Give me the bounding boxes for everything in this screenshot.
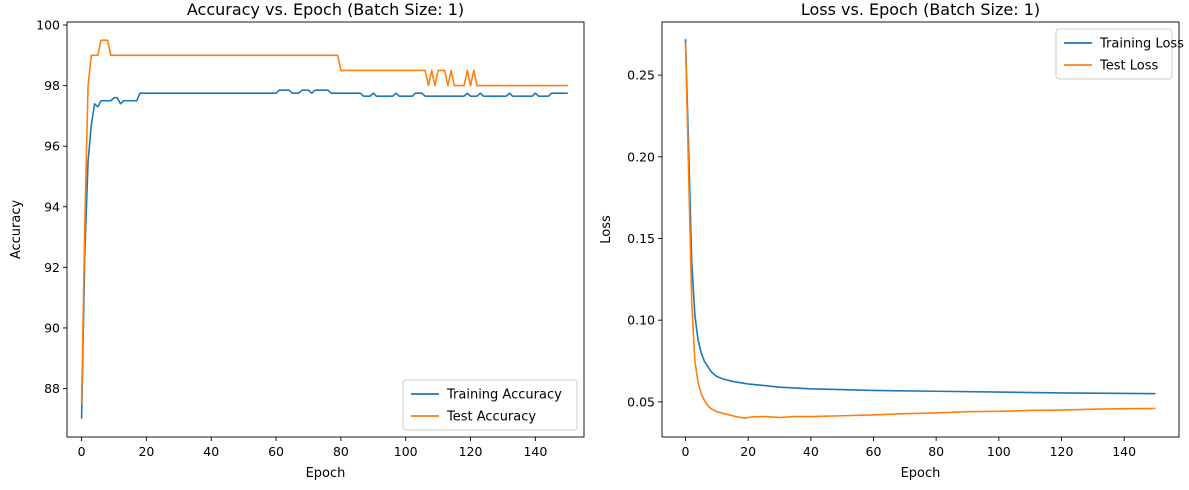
y-tick-label: 0.10: [627, 313, 655, 328]
chart-title: Loss vs. Epoch (Batch Size: 1): [801, 0, 1040, 19]
legend: Training Accuracy Test Accuracy: [402, 379, 578, 431]
legend-label: Test Loss: [1099, 59, 1158, 74]
series-line-training-loss: [684, 39, 1156, 395]
plot-lines: [684, 39, 1156, 420]
x-tick-label: 0: [78, 444, 86, 459]
legend-box: [1055, 28, 1173, 80]
chart-loss: 0 20 40 60 80 100 120 140 0.05 0.10 0.15 0.20 0.25 Lo…: [599, 0, 1184, 481]
y-tick-label: 100: [36, 18, 60, 33]
x-tick-label: 20: [740, 444, 756, 459]
series-line-test-accuracy: [80, 39, 568, 404]
x-tick-label: 0: [682, 444, 690, 459]
x-tick-label: 80: [928, 444, 944, 459]
y-tick-label: 0.05: [627, 394, 655, 409]
y-tick-label: 96: [44, 139, 60, 154]
y-tick-label: 94: [44, 199, 60, 214]
chart-accuracy: 0 20 40 60 80 100 120 140 88 90 92 94 96 98 100 Accurac…: [9, 0, 585, 481]
y-axis-label: Accuracy: [9, 200, 24, 260]
y-tick-label: 0.20: [627, 149, 655, 164]
x-tick-label: 60: [268, 444, 284, 459]
x-axis-label: Epoch: [306, 466, 346, 481]
y-axis-label: Loss: [599, 215, 614, 244]
legend-label: Test Accuracy: [446, 410, 536, 425]
y-tick-label: 88: [44, 381, 60, 396]
x-tick-label: 100: [394, 444, 418, 459]
y-tick-label: 92: [44, 260, 60, 275]
x-tick-label: 40: [803, 444, 819, 459]
x-tick-label: 40: [203, 444, 219, 459]
y-tick-label: 0.15: [627, 231, 655, 246]
axes-frame: [66, 21, 585, 438]
x-tick-label: 20: [138, 444, 154, 459]
y-tick-label: 98: [44, 78, 60, 93]
x-tick-label: 140: [1112, 444, 1136, 459]
x-tick-label: 60: [866, 444, 882, 459]
x-tick-label: 120: [459, 444, 483, 459]
legend-label: Training Accuracy: [446, 388, 562, 403]
y-tick-label: 0.25: [627, 68, 655, 83]
series-line-training-accuracy: [80, 89, 568, 419]
x-tick-label: 120: [1050, 444, 1074, 459]
legend-box: [402, 379, 578, 431]
series-line-test-loss: [684, 42, 1156, 420]
legend-label: Training Loss: [1099, 37, 1184, 52]
x-tick-label: 100: [987, 444, 1011, 459]
axes-frame: [661, 21, 1180, 438]
x-tick-label: 140: [523, 444, 547, 459]
y-tick-label: 90: [44, 320, 60, 335]
x-tick-label: 80: [333, 444, 349, 459]
chart-title: Accuracy vs. Epoch (Batch Size: 1): [187, 0, 464, 19]
legend: Training Loss Test Loss: [1055, 28, 1184, 80]
plot-lines: [80, 39, 568, 419]
x-axis-label: Epoch: [901, 466, 941, 481]
